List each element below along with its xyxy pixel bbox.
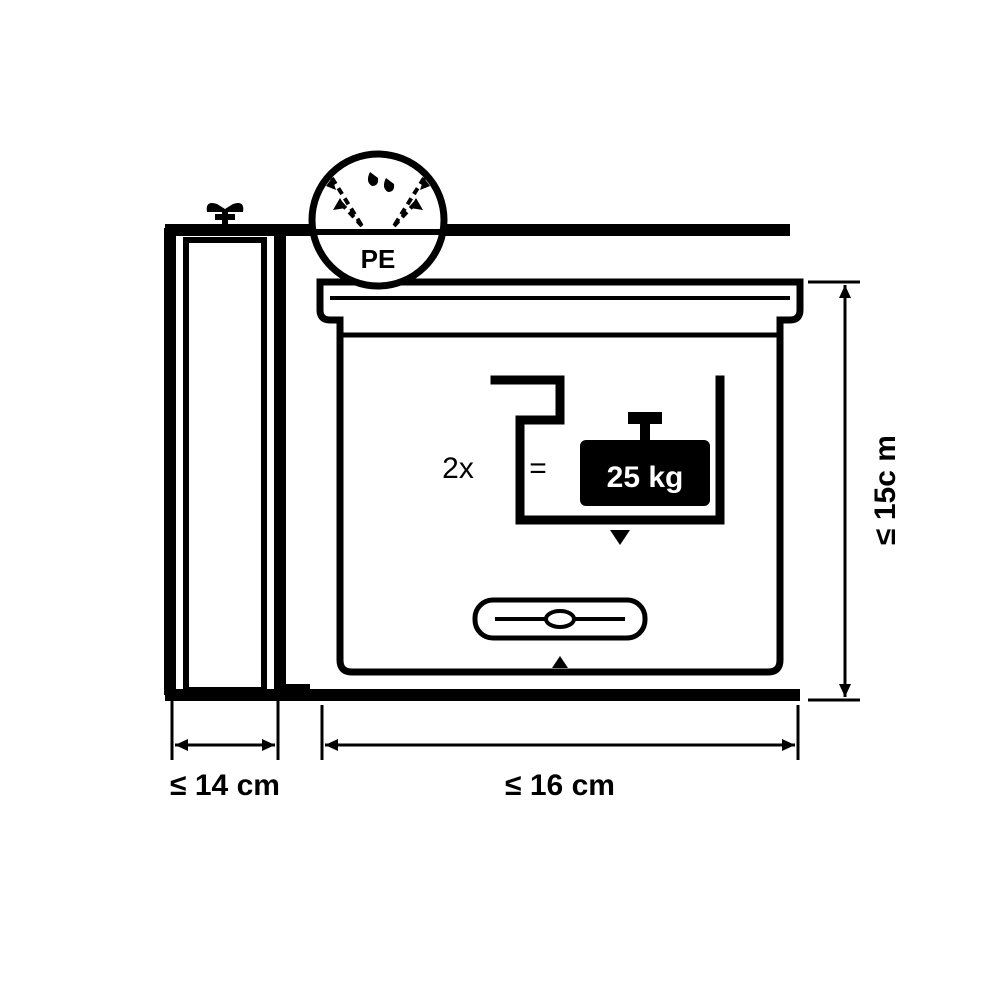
equals-label: = — [529, 452, 547, 485]
pe-label: PE — [361, 244, 396, 274]
planter-box — [320, 282, 800, 672]
weight-value: 25 kg — [607, 461, 684, 494]
rail-width-label: ≤ 14 cm — [170, 769, 280, 802]
planter-height-label: ≤ 15c m — [869, 435, 902, 545]
dimension-planter-height: ≤ 15c m — [808, 282, 902, 700]
dimension-planter-width: ≤ 16 cm — [322, 705, 798, 802]
planter-width-label: ≤ 16 cm — [505, 769, 615, 802]
dimension-rail-width: ≤ 14 cm — [170, 700, 280, 802]
pe-badge: PE — [312, 154, 444, 286]
technical-diagram: PE 2x = 25 kg ≤ 14 cm ≤ 1 — [0, 0, 1000, 1000]
rail — [186, 240, 264, 690]
multiplier-label: 2x — [442, 452, 474, 485]
